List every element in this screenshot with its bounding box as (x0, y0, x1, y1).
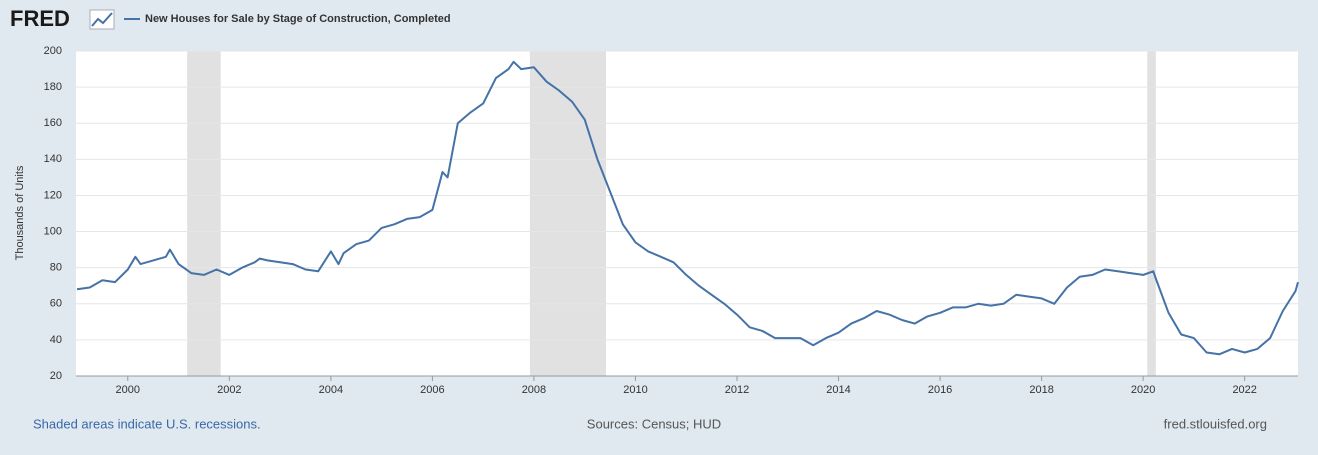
x-tick-label: 2014 (826, 384, 850, 396)
recession-band (187, 51, 221, 376)
series (76, 60, 1299, 356)
y-tick-label: 160 (44, 117, 62, 129)
y-tick-label: 100 (44, 225, 62, 237)
y-tick-label: 120 (44, 189, 62, 201)
series-line (76, 60, 1299, 356)
x-tick-label: 2008 (522, 384, 546, 396)
x-tick-label: 2004 (319, 384, 343, 396)
x-tick-label: 2000 (116, 384, 140, 396)
footer-url[interactable]: fred.stlouisfed.org (1164, 416, 1267, 431)
logo[interactable]: FRED (10, 6, 70, 31)
x-tick-label: 2006 (420, 384, 444, 396)
y-tick-label: 60 (50, 298, 62, 310)
ticks: 20 40 60 80 100 120 140 160 180 200 2000 2002 2004 20… (44, 45, 1298, 396)
y-tick-label: 20 (50, 370, 62, 382)
plot-area (76, 51, 1298, 376)
y-tick-label: 180 (44, 81, 62, 93)
recession-band (529, 51, 607, 376)
legend-label[interactable]: New Houses for Sale by Stage of Construc… (145, 13, 451, 25)
x-tick-label: 2020 (1131, 384, 1155, 396)
recessions (187, 51, 1156, 376)
recession-band (1147, 51, 1156, 376)
y-tick-label: 140 (44, 153, 62, 165)
y-axis-label: Thousands of Units (14, 165, 26, 260)
logo-icon (89, 9, 115, 30)
x-tick-label: 2010 (623, 384, 647, 396)
footer-note[interactable]: Shaded areas indicate U.S. recessions. (33, 416, 261, 431)
footer-sources: Sources: Census; HUD (587, 416, 721, 431)
x-tick-label: 2012 (725, 384, 749, 396)
x-tick-label: 2018 (1029, 384, 1053, 396)
x-tick-label: 2016 (928, 384, 952, 396)
y-tick-label: 200 (44, 45, 62, 57)
x-tick-label: 2002 (217, 384, 241, 396)
y-tick-label: 80 (50, 262, 62, 274)
y-tick-label: 40 (50, 334, 62, 346)
x-tick-label: 2022 (1232, 384, 1256, 396)
